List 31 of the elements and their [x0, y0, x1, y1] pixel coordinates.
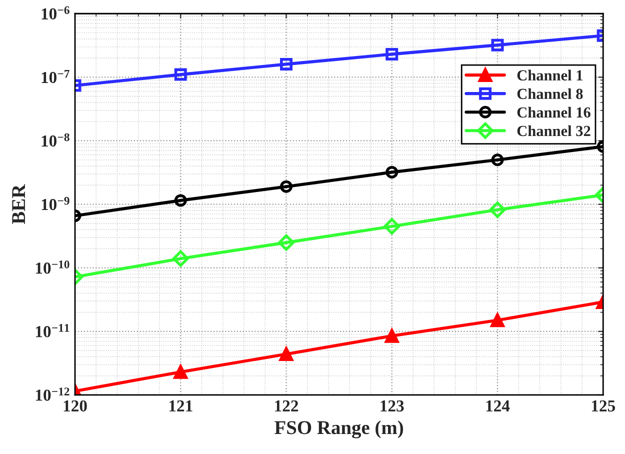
- y-tick-label: 10$^{−10}$: [36, 260, 70, 274]
- legend-label: Channel 1: [517, 70, 582, 81]
- point: [280, 58, 292, 70]
- point: [384, 218, 400, 235]
- x-tick-label: 123: [380, 400, 404, 412]
- x-tick-label: 120: [64, 400, 87, 412]
- point: [386, 166, 398, 178]
- y-tick-label: 10$^{−11}$: [36, 324, 70, 338]
- legend-label: Channel 16: [517, 106, 590, 118]
- y-tick-label: 10$^{−9}$: [42, 196, 70, 210]
- point: [174, 194, 187, 207]
- y-tick-label: 10$^{−6}$: [42, 6, 70, 20]
- point: [174, 365, 188, 379]
- point: [386, 48, 398, 60]
- point: [172, 250, 189, 267]
- x-tick-label: 125: [592, 400, 616, 412]
- x-tick-label: 122: [275, 400, 298, 412]
- x-tick-label: 121: [169, 400, 192, 412]
- y-tick-label: 10$^{−7}$: [42, 70, 70, 84]
- x-axis-title: FSO Range (m): [274, 420, 404, 438]
- legend-label: Channel 8: [517, 88, 583, 100]
- point: [384, 328, 399, 343]
- legend-label: Channel 32: [517, 125, 590, 136]
- point: [280, 180, 292, 193]
- x-tick-label: 124: [486, 400, 510, 412]
- y-tick-label: 10$^{−12}$: [36, 388, 70, 401]
- point: [279, 347, 294, 362]
- y-axis-title: BER: [12, 184, 25, 224]
- y-tick-label: 10$^{−8}$: [42, 133, 70, 147]
- point: [174, 68, 187, 81]
- point: [278, 234, 295, 251]
